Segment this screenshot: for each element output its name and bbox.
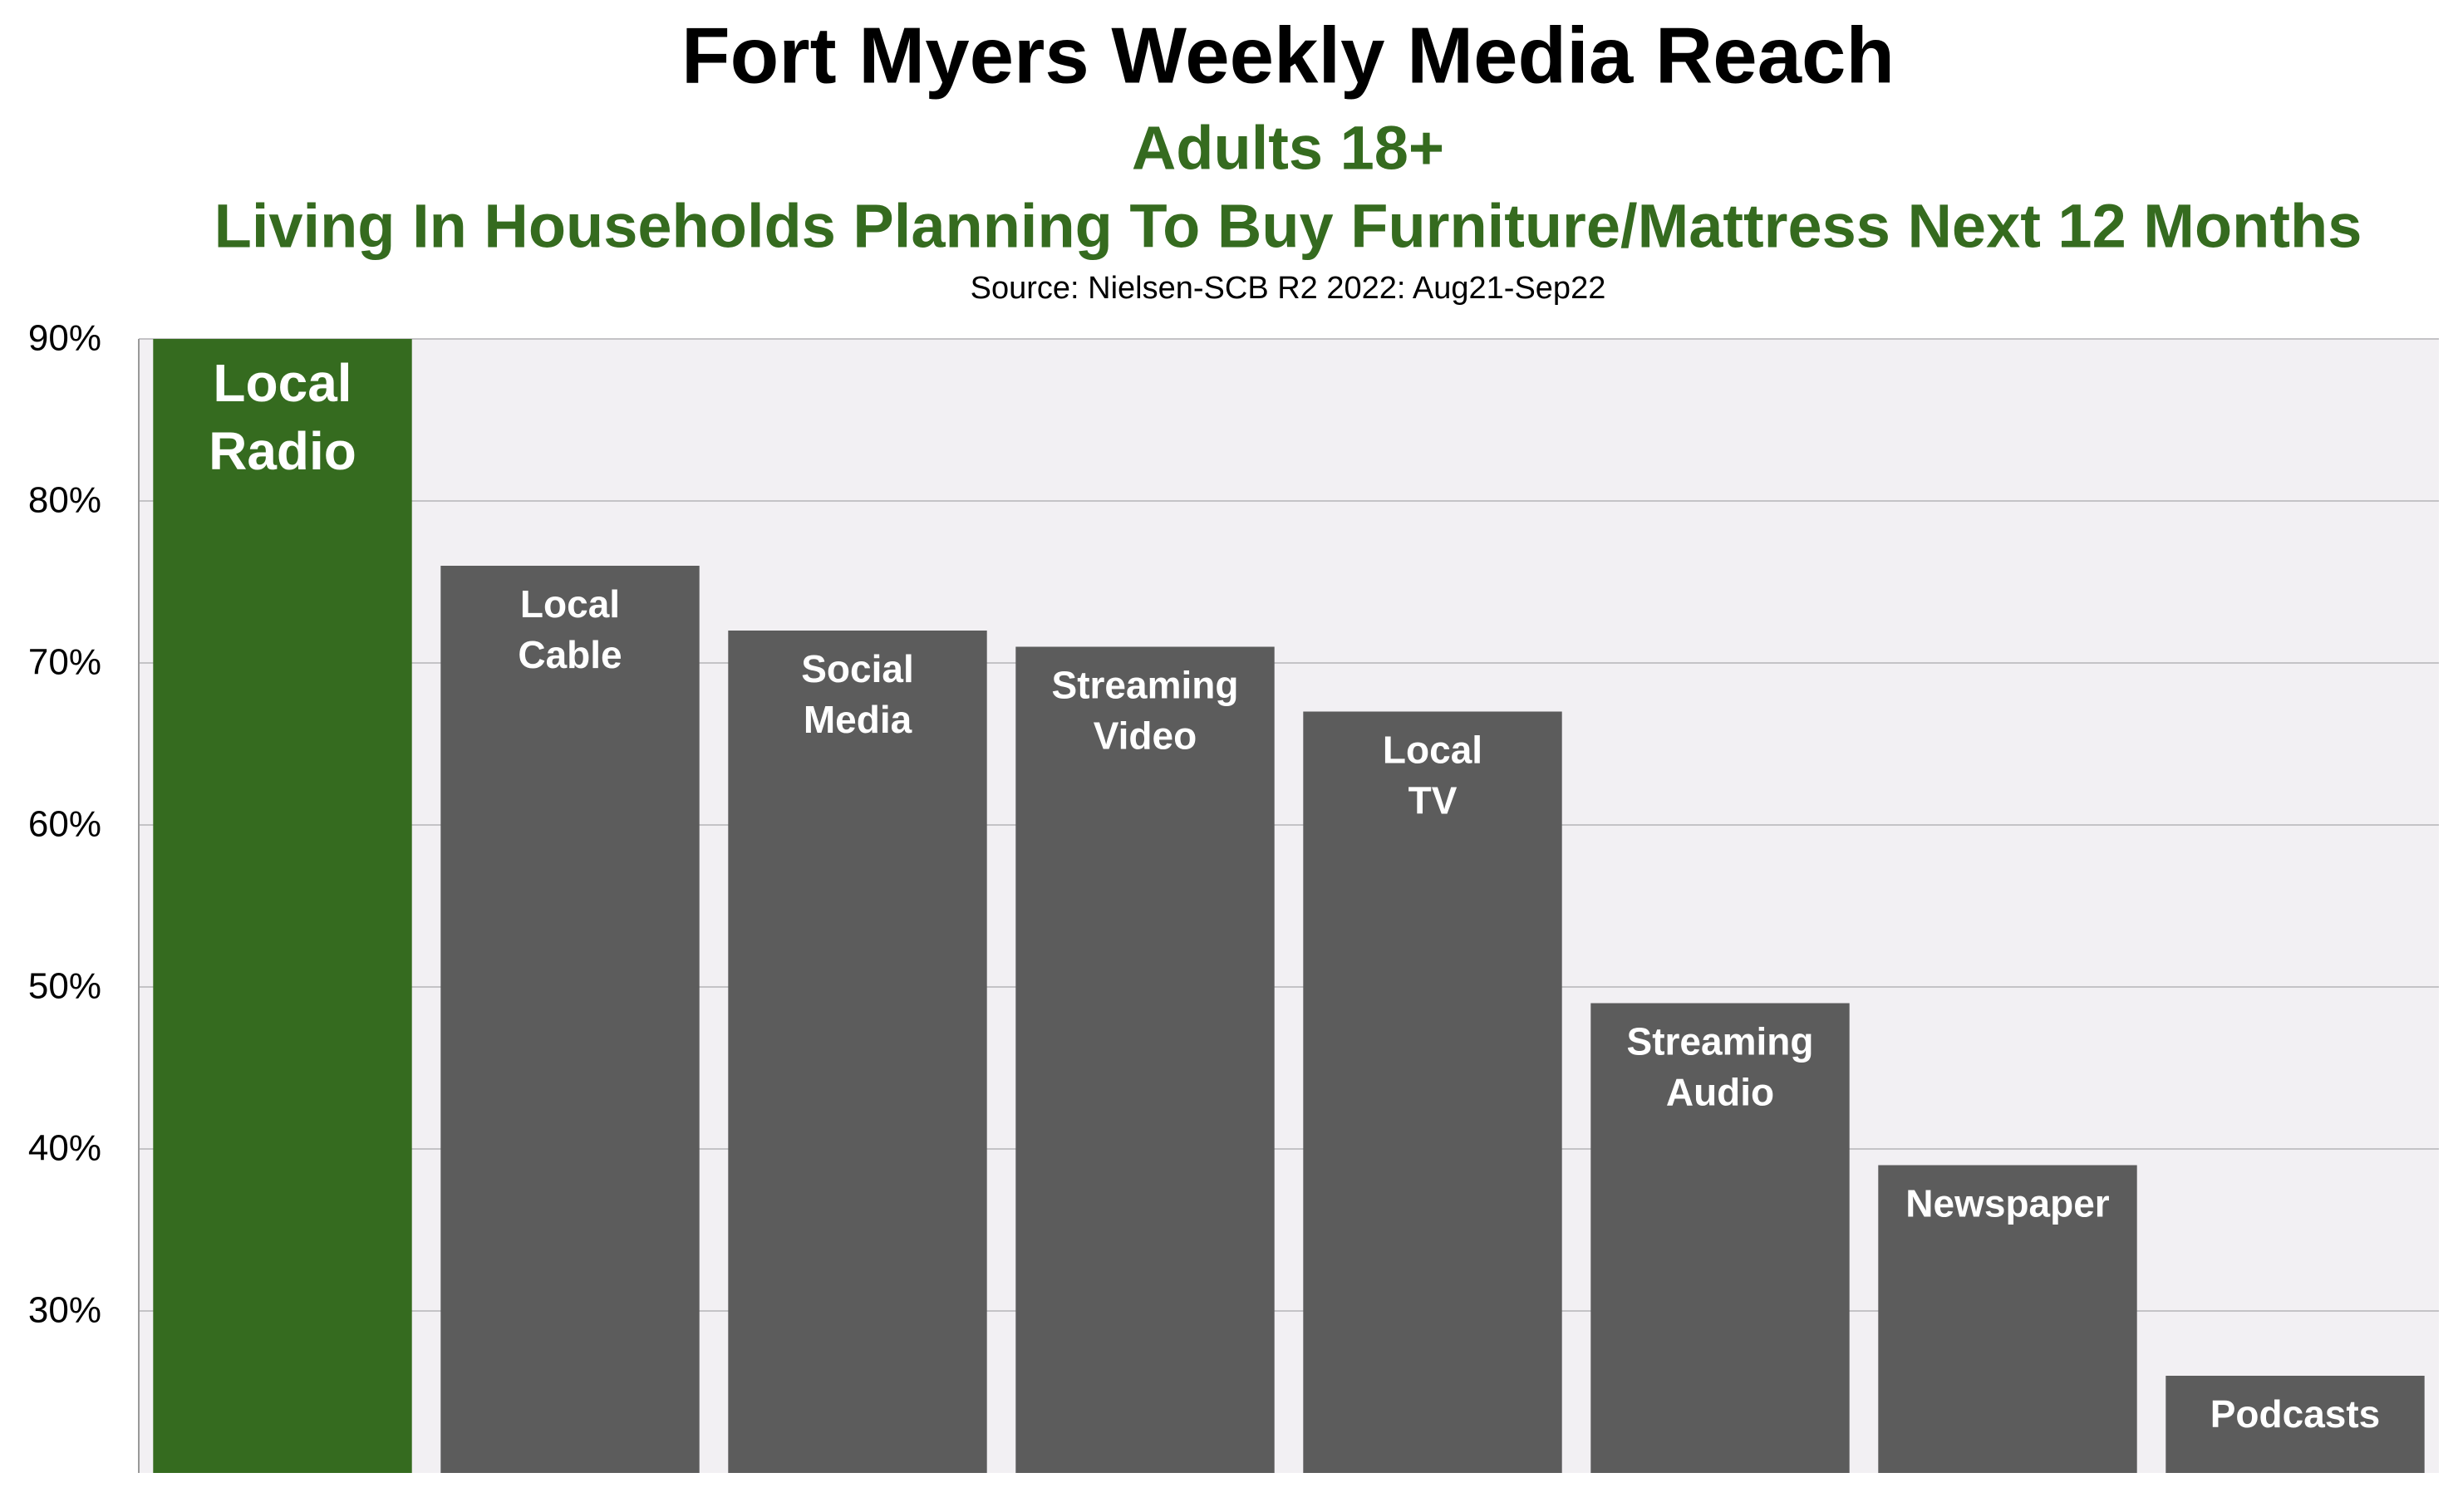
chart-title: Fort Myers Weekly Media Reach bbox=[681, 11, 1895, 100]
y-tick-label: 80% bbox=[28, 480, 101, 521]
source-note: Source: Nielsen-SCB R2 2022: Aug21-Sep22 bbox=[971, 271, 1606, 306]
bar bbox=[2165, 1376, 2425, 1473]
bar bbox=[1303, 711, 1562, 1473]
y-tick-label: 70% bbox=[28, 642, 101, 683]
bar-label: Streaming Audio bbox=[1627, 1020, 1814, 1114]
bar-label: Local Radio bbox=[209, 353, 356, 481]
bar bbox=[728, 631, 987, 1473]
bar bbox=[153, 339, 412, 1473]
y-tick-label: 30% bbox=[28, 1290, 101, 1331]
bar bbox=[440, 566, 700, 1473]
bar bbox=[1878, 1165, 2137, 1473]
chart-subtitle: Living In Households Planning To Buy Fur… bbox=[214, 192, 2362, 261]
bar-label: Streaming Video bbox=[1052, 664, 1239, 758]
bar-label: Local Cable bbox=[518, 582, 622, 676]
bar-label: Social Media bbox=[801, 647, 914, 741]
y-tick-label: 50% bbox=[28, 966, 101, 1007]
bar bbox=[1015, 646, 1275, 1473]
bar-label: Local TV bbox=[1383, 729, 1482, 822]
bar bbox=[1590, 1003, 1850, 1473]
bar-label: Podcasts bbox=[2210, 1392, 2381, 1436]
bar-label: Newspaper bbox=[1905, 1182, 2110, 1225]
y-tick-label: 40% bbox=[28, 1128, 101, 1169]
chart-subtitle: Adults 18+ bbox=[1132, 114, 1444, 183]
y-tick-label: 90% bbox=[28, 318, 101, 359]
y-tick-label: 60% bbox=[28, 804, 101, 845]
